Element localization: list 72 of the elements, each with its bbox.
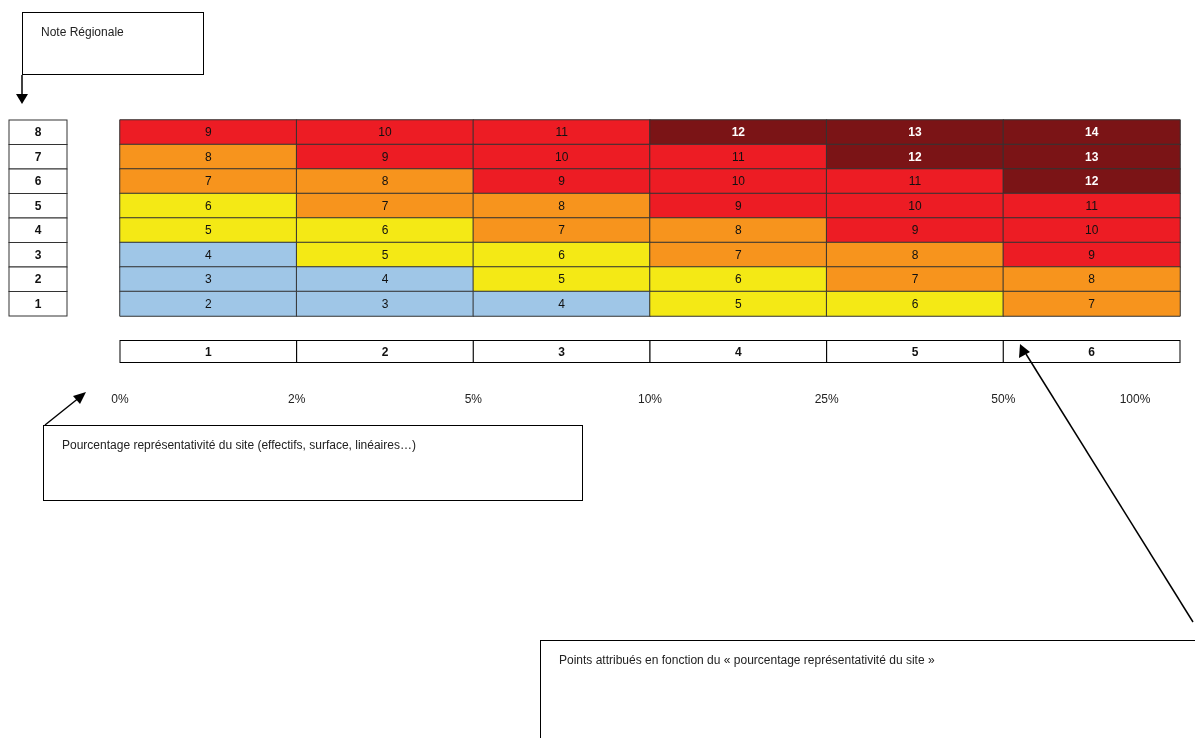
data-label: 4 — [558, 296, 566, 311]
text: 25% — [813, 392, 840, 406]
text: Note Régionale — [22, 12, 204, 75]
data-label: 8 — [734, 223, 742, 238]
y-tick-label: 7 — [34, 149, 42, 164]
data-label: 12 — [908, 149, 922, 164]
data-label: 8 — [911, 247, 919, 262]
data-label: 3 — [381, 296, 389, 311]
x-tick-label: 3 — [558, 344, 566, 359]
text: 10% — [637, 392, 663, 406]
x-tick-label: 4 — [734, 344, 742, 359]
data-label: 13 — [908, 125, 922, 140]
data-label: 7 — [911, 272, 919, 287]
text: 50% — [990, 392, 1017, 406]
data-label: 10 — [554, 149, 569, 164]
text: 100% — [1118, 392, 1152, 406]
x-tick-label: 2 — [381, 344, 389, 359]
data-label: 10 — [378, 125, 392, 140]
data-label: 8 — [204, 149, 212, 164]
data-label: 6 — [204, 198, 212, 213]
y-tick-label: 6 — [34, 174, 42, 189]
y-tick-label: 8 — [34, 125, 42, 140]
text: Points attribués en fonction du « pourcentage représentativité du site » — [540, 640, 1195, 738]
data-label: 14 — [1084, 125, 1099, 140]
data-label: 8 — [381, 174, 389, 189]
data-label: 9 — [381, 149, 389, 164]
data-label: 6 — [734, 272, 742, 287]
data-label: 6 — [911, 296, 919, 311]
y-tick-label: 5 — [34, 198, 42, 213]
data-label: 7 — [558, 223, 566, 238]
data-label: 2 — [204, 296, 212, 311]
data-label: 7 — [1088, 296, 1096, 311]
data-label: 3 — [204, 272, 212, 287]
data-label: 9 — [911, 223, 919, 238]
data-label: 10 — [908, 198, 922, 213]
data-label: 10 — [1084, 223, 1099, 238]
data-label: 9 — [1088, 247, 1096, 262]
data-label: 12 — [1084, 174, 1099, 189]
data-label: 7 — [381, 198, 389, 213]
data-label: 11 — [908, 174, 922, 189]
y-tick-label: 2 — [34, 272, 42, 287]
x-tick-label: 6 — [1088, 344, 1096, 359]
data-label: 5 — [204, 223, 212, 238]
data-label: 6 — [558, 247, 566, 262]
data-label: 10 — [731, 174, 746, 189]
text: 0% — [110, 392, 130, 406]
data-label: 7 — [204, 174, 212, 189]
data-label: 12 — [731, 125, 746, 140]
data-label: 8 — [558, 198, 566, 213]
x-tick-label: 1 — [204, 344, 212, 359]
data-label: 13 — [1084, 149, 1099, 164]
data-label: 11 — [732, 149, 745, 164]
data-label: 4 — [204, 247, 212, 262]
data-label: 4 — [381, 272, 389, 287]
data-label: 7 — [734, 247, 742, 262]
x-tick-label: 5 — [911, 344, 919, 359]
data-label: 5 — [734, 296, 742, 311]
data-label: 11 — [555, 125, 569, 140]
text: 5% — [463, 392, 483, 406]
data-label: 6 — [381, 223, 389, 238]
data-label: 9 — [734, 198, 742, 213]
data-label: 5 — [558, 272, 566, 287]
data-label: 9 — [204, 125, 212, 140]
y-tick-label: 1 — [34, 296, 42, 311]
y-tick-label: 3 — [34, 247, 42, 262]
data-label: 8 — [1088, 272, 1096, 287]
data-label: 9 — [558, 174, 566, 189]
text: Pourcentage représentativité du site (effectifs, surface, linéaires…) — [43, 425, 583, 501]
data-label: 5 — [381, 247, 389, 262]
text: 2% — [287, 392, 307, 406]
data-label: 11 — [1085, 198, 1099, 213]
y-tick-label: 4 — [34, 223, 42, 238]
